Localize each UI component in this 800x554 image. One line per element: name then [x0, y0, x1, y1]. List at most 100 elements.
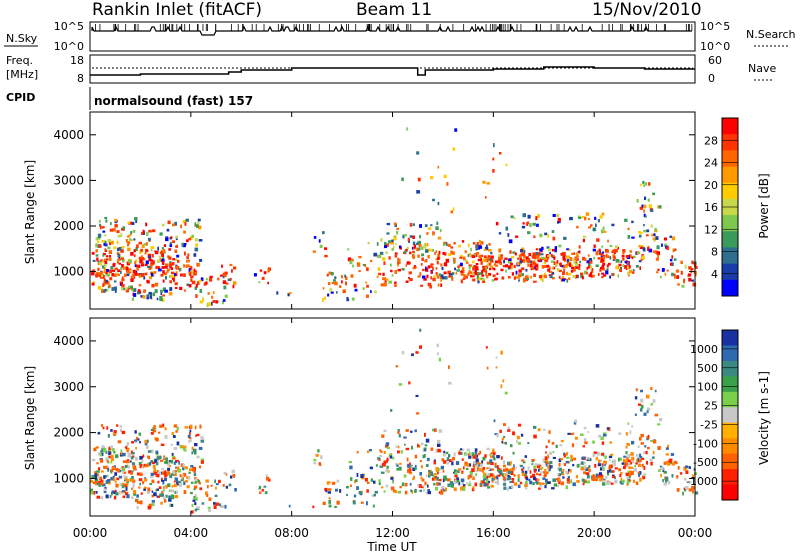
velocity-cell	[548, 451, 553, 455]
velocity-cell	[469, 463, 472, 467]
velocity-cell	[627, 422, 630, 425]
power-cell	[329, 288, 333, 292]
velocity-cell	[683, 467, 687, 471]
power-cell	[199, 258, 203, 262]
power-cell	[406, 127, 408, 131]
power-cell	[186, 256, 189, 260]
power-cell	[539, 233, 543, 238]
velocity-cell	[594, 476, 597, 480]
velocity-cell	[265, 474, 268, 478]
velocity-cell	[505, 471, 510, 475]
power-cell	[90, 272, 95, 276]
velocity-cell	[604, 464, 606, 467]
velocity-cell	[440, 465, 444, 470]
power-cell	[358, 255, 362, 259]
velocity-cell	[634, 396, 638, 400]
velocity-cell	[115, 491, 118, 495]
velocity-cell	[610, 482, 614, 485]
velocity-cell	[232, 474, 236, 478]
power-cell	[319, 244, 323, 248]
velocity-cell	[122, 460, 127, 463]
velocity-cell	[625, 446, 628, 449]
power-cell	[417, 254, 420, 258]
power-cell	[424, 224, 428, 228]
power-colorbar-tick-label: 16	[704, 201, 718, 214]
velocity-cell	[592, 454, 596, 457]
power-cell	[380, 238, 383, 242]
power-cell	[523, 277, 526, 281]
velocity-cell	[188, 475, 191, 480]
power-cell	[513, 217, 516, 220]
power-cell	[599, 215, 603, 219]
velocity-cell	[421, 478, 425, 482]
power-cell	[527, 214, 531, 219]
power-cell	[101, 240, 105, 243]
velocity-cell	[422, 489, 425, 492]
velocity-cell	[158, 455, 162, 460]
velocity-cell	[619, 474, 622, 478]
power-cell	[341, 275, 343, 279]
power-cell	[97, 233, 102, 238]
velocity-cell	[456, 479, 460, 483]
power-cell	[438, 250, 441, 255]
power-cell	[175, 245, 177, 248]
power-cell	[443, 252, 447, 256]
power-cell	[547, 254, 550, 257]
velocity-cell	[570, 433, 574, 436]
power-cell	[233, 266, 237, 270]
velocity-cell	[173, 424, 178, 428]
velocity-cell	[521, 468, 524, 471]
velocity-cell	[126, 494, 130, 499]
power-cell	[437, 165, 440, 169]
velocity-cell	[165, 494, 168, 498]
power-cell	[417, 177, 421, 182]
velocity-cell	[93, 447, 97, 452]
power-cell	[393, 236, 397, 241]
power-cell	[186, 283, 190, 286]
velocity-cell	[158, 486, 162, 489]
power-cell	[441, 266, 444, 270]
velocity-cell	[395, 462, 398, 466]
velocity-cell	[131, 496, 134, 499]
velocity-cell	[195, 434, 197, 437]
velocity-cell	[164, 498, 167, 503]
velocity-cell	[360, 474, 364, 478]
velocity-cell	[346, 485, 349, 489]
power-colorbar-swatch	[722, 182, 738, 200]
velocity-cell	[518, 441, 521, 445]
power-cell	[643, 224, 645, 227]
power-cell	[545, 258, 549, 262]
power-cell	[489, 265, 494, 268]
velocity-cell	[645, 460, 648, 465]
velocity-cell	[155, 438, 159, 442]
power-cell	[556, 213, 560, 218]
power-cell	[427, 254, 430, 259]
velocity-cell	[583, 438, 587, 442]
velocity-cell	[164, 471, 166, 475]
velocity-cell	[389, 455, 393, 459]
power-cell	[652, 237, 656, 241]
velocity-cell	[397, 429, 400, 433]
velocity-cell	[494, 476, 496, 480]
power-cell	[224, 271, 228, 275]
power-cell	[110, 265, 114, 270]
power-cell	[435, 272, 438, 275]
power-cell	[171, 240, 175, 243]
power-cell	[334, 281, 338, 286]
power-cell	[110, 222, 112, 226]
power-cell	[498, 249, 501, 253]
power-cell	[190, 275, 194, 279]
power-cell	[582, 238, 585, 243]
velocity-cell	[508, 486, 513, 489]
power-cell	[104, 248, 107, 252]
velocity-cell	[403, 436, 407, 439]
velocity-cell	[604, 460, 607, 465]
power-cell	[373, 252, 377, 257]
velocity-cell	[110, 470, 113, 474]
power-colorbar-swatch	[722, 279, 738, 297]
velocity-cell	[567, 432, 571, 435]
velocity-cell	[106, 460, 109, 463]
velocity-cell	[586, 457, 590, 460]
power-cell	[666, 246, 670, 250]
velocity-cell	[560, 481, 565, 486]
